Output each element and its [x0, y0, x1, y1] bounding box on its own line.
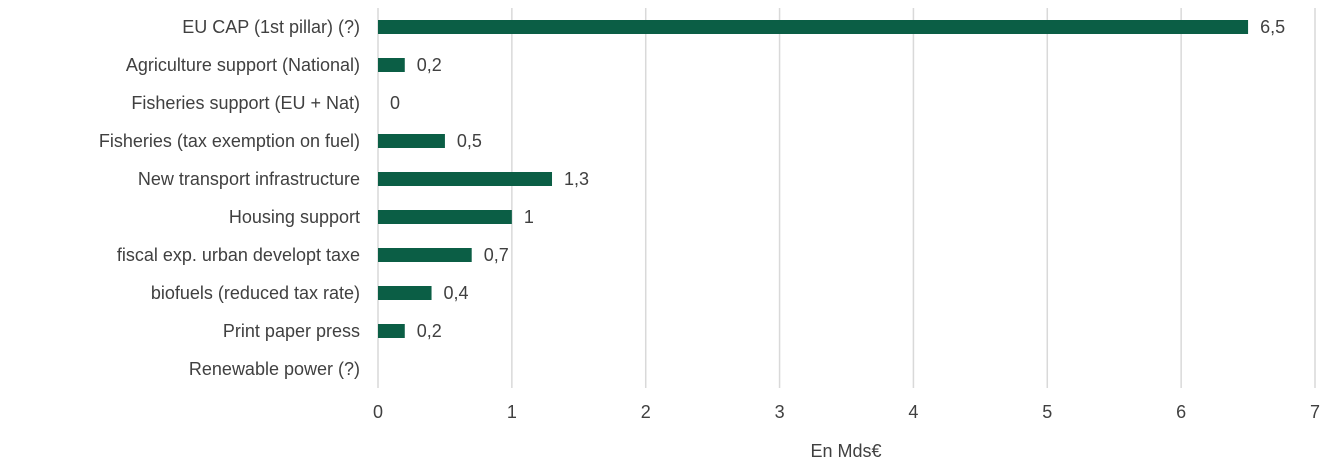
x-tick-label: 2: [641, 402, 651, 422]
value-label: 0,7: [484, 245, 509, 265]
y-tick-label: Agriculture support (National): [126, 55, 360, 75]
value-label: 0,4: [444, 283, 469, 303]
value-label: 0: [390, 93, 400, 113]
bar: [378, 134, 445, 148]
y-tick-label: New transport infrastructure: [138, 169, 360, 189]
value-label: 1: [524, 207, 534, 227]
x-tick-label: 5: [1042, 402, 1052, 422]
x-tick-label: 6: [1176, 402, 1186, 422]
y-tick-label: Renewable power (?): [189, 359, 360, 379]
bar: [378, 58, 405, 72]
y-tick-label: EU CAP (1st pillar) (?): [182, 17, 360, 37]
value-label: 0,2: [417, 321, 442, 341]
value-label: 0,5: [457, 131, 482, 151]
bar: [378, 210, 512, 224]
y-tick-label: fiscal exp. urban developt taxe: [117, 245, 360, 265]
x-tick-label: 1: [507, 402, 517, 422]
x-axis-title: En Mds€: [810, 441, 881, 461]
y-tick-label: Fisheries support (EU + Nat): [131, 93, 360, 113]
value-label: 6,5: [1260, 17, 1285, 37]
bar: [378, 286, 432, 300]
bar: [378, 324, 405, 338]
bar: [378, 172, 553, 186]
x-tick-label: 3: [775, 402, 785, 422]
x-tick-label: 4: [908, 402, 918, 422]
x-tick-label: 0: [373, 402, 383, 422]
value-label: 0,2: [417, 55, 442, 75]
value-label: 1,3: [564, 169, 589, 189]
y-tick-label: Print paper press: [223, 321, 360, 341]
y-tick-label: Housing support: [229, 207, 360, 227]
x-tick-label: 7: [1310, 402, 1320, 422]
y-tick-label: biofuels (reduced tax rate): [151, 283, 360, 303]
bar: [378, 20, 1249, 34]
bar: [378, 248, 472, 262]
y-tick-label: Fisheries (tax exemption on fuel): [99, 131, 360, 151]
